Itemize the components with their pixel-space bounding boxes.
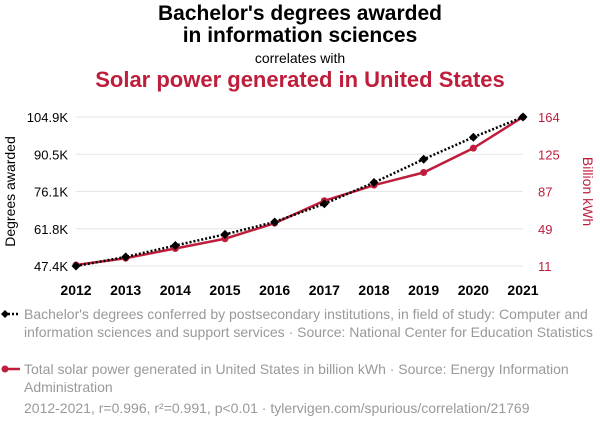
right-tick-label: 164 bbox=[538, 110, 560, 125]
right-axis-label: Billion kWh bbox=[580, 157, 596, 226]
legend-text-solar: Total solar power generated in United St… bbox=[24, 361, 569, 395]
x-tick-label: 2018 bbox=[358, 282, 389, 298]
series-degrees-point bbox=[220, 229, 230, 239]
series-degrees-line bbox=[75, 115, 524, 268]
series-degrees-point bbox=[170, 241, 180, 251]
x-tick-label: 2012 bbox=[60, 282, 91, 298]
left-tick-label: 76.1K bbox=[34, 185, 68, 200]
x-tick-label: 2019 bbox=[408, 282, 439, 298]
x-tick-label: 2021 bbox=[507, 282, 538, 298]
series-degrees-point bbox=[270, 217, 280, 227]
series-degrees-point bbox=[518, 112, 528, 122]
x-tick-label: 2020 bbox=[458, 282, 489, 298]
series-degrees-point bbox=[419, 154, 429, 164]
left-axis-label: Degrees awarded bbox=[2, 136, 18, 247]
chart-title-red: Solar power generated in United States bbox=[95, 67, 505, 92]
legend-marker-dotted-diamond bbox=[1, 310, 20, 318]
series-degrees-point bbox=[71, 261, 81, 271]
legend-marker-solid-circle bbox=[1, 365, 20, 373]
x-tick-label: 2015 bbox=[209, 282, 240, 298]
series-degrees-point bbox=[468, 132, 478, 142]
x-tick-label: 2016 bbox=[259, 282, 290, 298]
right-tick-label: 87 bbox=[538, 185, 552, 200]
legend-text-degrees: Bachelor's degrees conferred by postseco… bbox=[24, 306, 593, 340]
series-degrees-point bbox=[121, 252, 131, 262]
x-tick-label: 2014 bbox=[160, 282, 191, 298]
footer-stats: 2012-2021, r=0.996, r²=0.991, p<0.01 · t… bbox=[24, 400, 530, 416]
series-degrees-point bbox=[319, 199, 329, 209]
series-degrees-point bbox=[369, 178, 379, 188]
left-tick-label: 47.4K bbox=[34, 259, 68, 274]
chart-title-line1: Bachelor's degrees awarded bbox=[158, 2, 442, 25]
correlation-chart: 104.9K90.5K76.1K61.8K47.4K16412587491120… bbox=[2, 110, 596, 298]
left-tick-label: 104.9K bbox=[27, 110, 69, 125]
right-tick-label: 11 bbox=[538, 259, 552, 274]
right-tick-label: 49 bbox=[538, 222, 552, 237]
right-tick-label: 125 bbox=[538, 147, 560, 162]
series-solar-point bbox=[469, 144, 477, 152]
left-tick-label: 90.5K bbox=[34, 147, 68, 162]
series-solar-line bbox=[75, 115, 524, 267]
left-tick-label: 61.8K bbox=[34, 222, 68, 237]
series-solar-point bbox=[420, 169, 428, 177]
x-tick-label: 2017 bbox=[309, 282, 340, 298]
chart-title-line2: in information sciences bbox=[182, 24, 418, 47]
x-tick-label: 2013 bbox=[110, 282, 141, 298]
correlates-text: correlates with bbox=[254, 50, 346, 66]
